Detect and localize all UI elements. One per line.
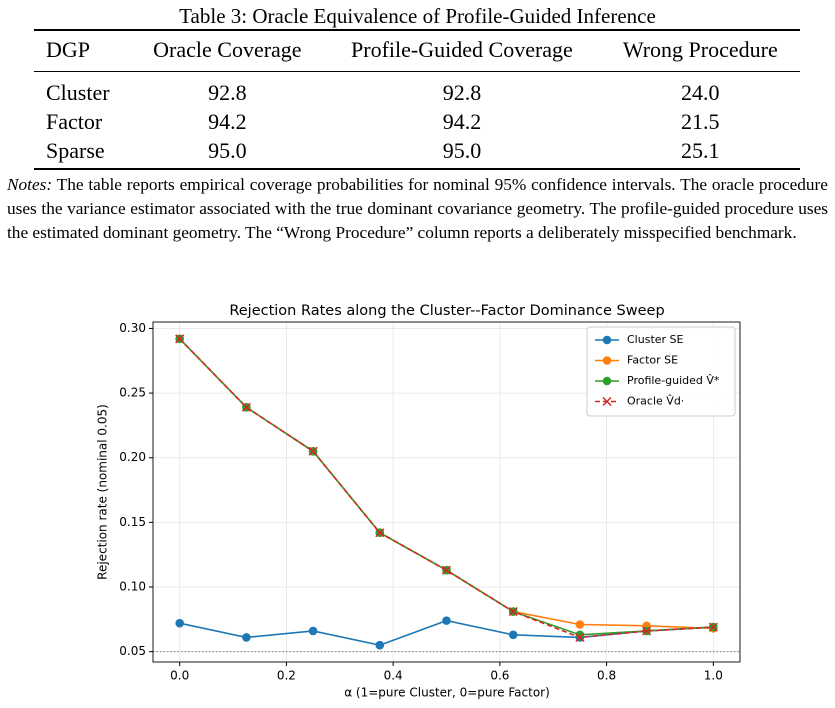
plot-frame: [152, 321, 741, 663]
marker: [575, 620, 585, 629]
marker: [175, 618, 184, 628]
legend-marker: [602, 376, 612, 386]
x-axis-label: α (1=pure Cluster, 0=pure Factor): [344, 686, 550, 700]
x-tick-label: 0.4: [384, 669, 403, 683]
notes: Notes: The table reports empirical cover…: [7, 173, 828, 245]
table-cell: 95.0: [323, 136, 601, 170]
y-tick-label: 0.30: [119, 321, 146, 335]
marker: [508, 630, 518, 640]
table-cell: Sparse: [34, 136, 132, 170]
table-cell: 25.1: [600, 136, 800, 170]
marker: [308, 446, 318, 456]
x-tick-label: 0.8: [597, 669, 616, 683]
legend-label: Cluster SE: [627, 333, 684, 346]
marker: [375, 640, 385, 650]
table-row: Sparse 95.0 95.0 25.1: [34, 136, 800, 170]
chart: Rejection Rates along the Cluster--Facto…: [96, 303, 741, 700]
table-caption: Table 3: Oracle Equivalence of Profile-G…: [179, 4, 656, 28]
y-tick-label: 0.25: [119, 386, 146, 400]
notes-text: The table reports empirical coverage pro…: [7, 175, 828, 242]
table-cell: 21.5: [681, 109, 720, 134]
marker: [308, 626, 318, 636]
marker: [242, 633, 251, 642]
table-body: Cluster 92.8 92.8 24.0 Factor 94.2 94.2 21.5 Spa…: [34, 72, 800, 170]
y-tick-label: 0.20: [119, 450, 146, 464]
marker: [441, 565, 452, 575]
table-row: Cluster 92.8 92.8 24.0: [34, 72, 800, 108]
header-cell: Wrong Procedure: [600, 29, 800, 72]
legend-label: Oracle V̂d·: [627, 394, 684, 407]
marker: [708, 622, 718, 632]
marker: [442, 616, 451, 625]
y-tick-label: 0.10: [119, 580, 146, 594]
header-cell: DGP: [34, 29, 132, 72]
chart-title: Rejection Rates along the Cluster--Facto…: [229, 303, 664, 319]
legend-box: [586, 326, 736, 417]
table-cell: Factor: [46, 109, 103, 134]
header-cell: Oracle Coverage: [131, 29, 324, 72]
line: [179, 338, 714, 639]
x-tick-label: 0.2: [277, 669, 296, 683]
y-tick-label: 0.15: [119, 515, 146, 529]
table-cell: 94.2: [208, 109, 247, 134]
legend-marker: [602, 356, 612, 365]
table: DGP Oracle Coverage Profile-Guided Coverag…: [34, 29, 800, 170]
table-cell: 92.8: [442, 80, 482, 105]
marker: [508, 607, 518, 617]
marker: [241, 402, 251, 412]
table-cell: 94.2: [442, 109, 482, 134]
marker: [642, 626, 652, 636]
x-tick-label: 0.0: [170, 669, 189, 683]
marker: [175, 334, 185, 344]
header-row: DGP Oracle Coverage Profile-Guided Coverag…: [34, 29, 800, 72]
table-cell: 24.0: [681, 80, 720, 105]
table-cell: Cluster: [46, 80, 110, 105]
y-axis-label: Rejection rate (nominal 0.05): [96, 404, 110, 580]
header-cell: Profile-Guided Coverage: [323, 29, 601, 72]
notes-label: Notes:: [7, 175, 53, 194]
legend-marker: [602, 335, 612, 345]
legend-marker: [602, 396, 612, 407]
table-cell: 95.0: [131, 136, 324, 170]
table-cell: 92.8: [208, 80, 247, 105]
marker: [375, 528, 385, 538]
marker: [575, 632, 585, 642]
x-tick-label: 1.0: [704, 669, 723, 683]
legend-label: Profile-guided V̂*: [627, 374, 720, 387]
legend-label: Factor SE: [627, 354, 678, 367]
x-tick-label: 0.6: [490, 669, 509, 683]
table-row: Factor 94.2 94.2 21.5: [34, 107, 800, 136]
y-tick-label: 0.05: [119, 644, 146, 658]
